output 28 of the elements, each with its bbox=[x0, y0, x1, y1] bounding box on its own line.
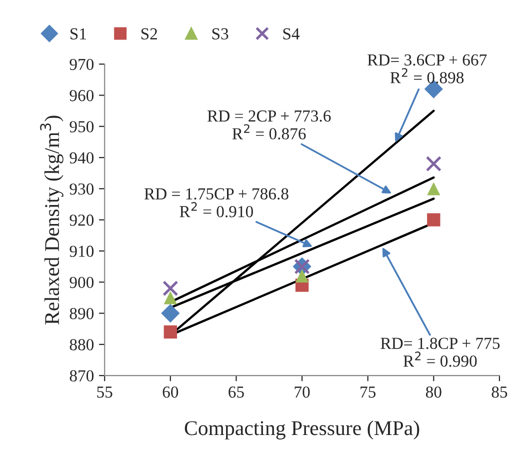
y-tick-label: 970 bbox=[70, 58, 94, 70]
annotation: RD = 2CP + 773.6 R$^{2}$ = 0.876 bbox=[208, 110, 331, 140]
y-tick-label: 920 bbox=[70, 214, 94, 226]
y-tick-label: 940 bbox=[70, 152, 94, 164]
y-tick-label: 890 bbox=[70, 308, 94, 320]
x-tick-label: 85 bbox=[492, 386, 508, 398]
x-tick-label: 80 bbox=[426, 386, 442, 398]
y-tick-label: 950 bbox=[70, 121, 94, 132]
legend-label: S4 bbox=[283, 28, 300, 40]
y-tick-label: 900 bbox=[70, 276, 94, 288]
legend-label: S3 bbox=[212, 28, 228, 40]
x-tick-label: 60 bbox=[162, 386, 178, 398]
legend-label: S2 bbox=[141, 28, 158, 40]
x-tick-label: 65 bbox=[228, 386, 244, 398]
annotation: RD = 1.75CP + 786.8 R$^{2}$ = 0.910 bbox=[144, 188, 288, 218]
x-tick-label: 55 bbox=[97, 386, 112, 398]
legend-label: S1 bbox=[70, 28, 86, 40]
x-axis-title: Compacting Pressure (MPa) bbox=[184, 420, 420, 440]
annotation: RD= 3.6CP + 667 R$^{2}$ = 0.898 bbox=[368, 54, 487, 84]
x-tick-label: 75 bbox=[360, 386, 376, 398]
y-tick-label: 910 bbox=[70, 246, 94, 257]
y-tick-label: 960 bbox=[70, 90, 94, 102]
annotation: RD= 1.8CP + 775 R$^{2}$ = 0.990 bbox=[380, 338, 500, 367]
y-axis-title: Relaxed Density (kg/m$^{3}$) bbox=[40, 116, 64, 324]
y-tick-label: 870 bbox=[70, 370, 94, 382]
y-tick-label: 880 bbox=[70, 339, 94, 350]
y-tick-label: 930 bbox=[70, 183, 94, 195]
x-tick-label: 70 bbox=[294, 386, 310, 398]
